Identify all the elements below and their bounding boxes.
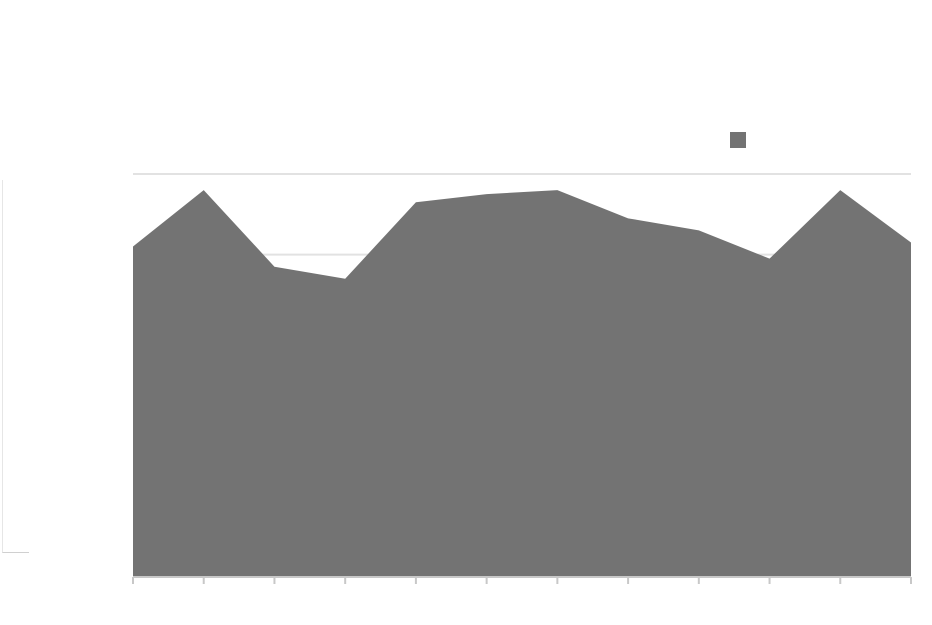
x-axis [132,576,912,584]
area-layer [133,190,911,577]
chart-title [22,0,842,30]
series-area [133,190,911,577]
grid-layer [133,173,911,498]
chart-subtitle [22,42,847,78]
y-axis-label [2,180,29,553]
legend-swatch [730,132,746,148]
legend [730,130,764,150]
